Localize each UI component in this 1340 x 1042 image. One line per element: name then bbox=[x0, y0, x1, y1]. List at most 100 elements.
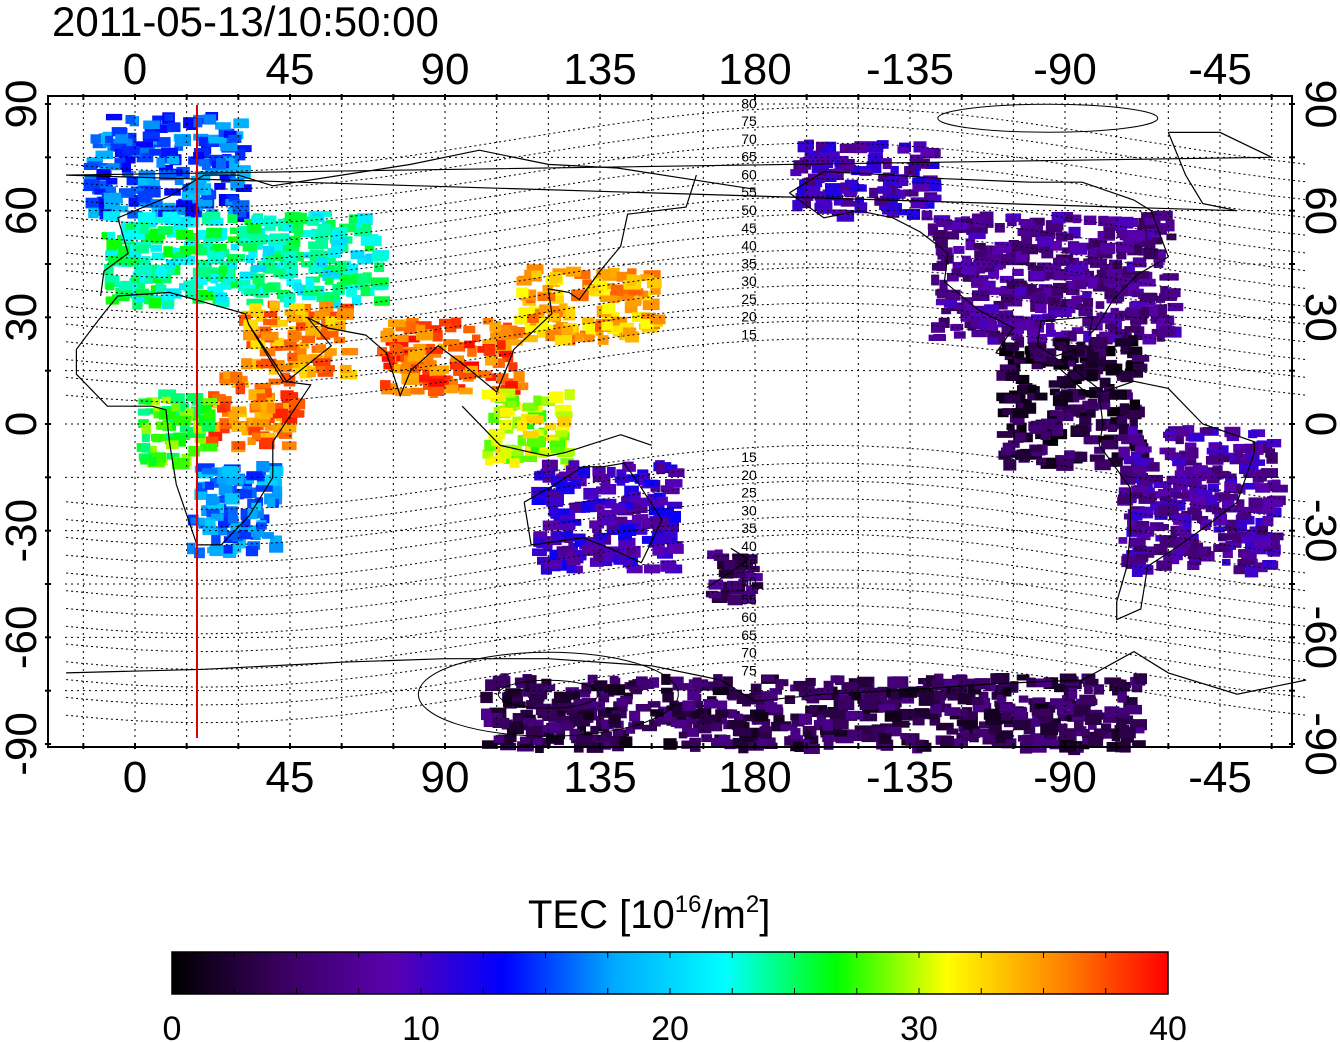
tec-cell bbox=[1252, 443, 1264, 455]
tec-cell bbox=[910, 197, 926, 208]
tec-cell bbox=[223, 130, 237, 138]
tec-cell bbox=[1031, 360, 1043, 370]
tec-cell bbox=[889, 177, 899, 185]
tec-cell bbox=[956, 719, 975, 727]
tec-region bbox=[481, 388, 578, 470]
tec-cell bbox=[306, 216, 320, 226]
tec-cell bbox=[164, 188, 181, 196]
tec-cell bbox=[1169, 514, 1180, 521]
tec-cell bbox=[972, 700, 988, 713]
tec-cell bbox=[616, 469, 627, 479]
tec-cell bbox=[283, 402, 292, 409]
tec-cell bbox=[816, 715, 827, 723]
tec-cell bbox=[1031, 292, 1047, 304]
tec-cell bbox=[1172, 457, 1187, 467]
tec-cell bbox=[322, 210, 332, 217]
tec-cell bbox=[638, 497, 648, 506]
tec-cell bbox=[914, 708, 930, 718]
latitude-tick-label: -60 bbox=[0, 606, 46, 670]
tec-cell bbox=[556, 411, 573, 418]
tec-cell bbox=[270, 408, 289, 419]
tec-cell bbox=[218, 516, 230, 528]
tec-cell bbox=[1159, 326, 1176, 337]
tec-cell bbox=[165, 259, 176, 269]
tec-cell bbox=[1106, 296, 1116, 304]
tec-cell bbox=[325, 316, 336, 326]
tec-cell bbox=[1116, 251, 1127, 260]
tec-cell bbox=[296, 321, 313, 331]
tec-cell bbox=[564, 529, 574, 539]
magnetic-latitude-contour bbox=[66, 515, 1307, 581]
tec-cell bbox=[272, 344, 282, 351]
tec-cell bbox=[233, 209, 247, 218]
tec-cell bbox=[565, 465, 578, 476]
tec-cell bbox=[1132, 466, 1147, 475]
tec-cell bbox=[1107, 407, 1124, 417]
tec-cell bbox=[927, 194, 942, 202]
tec-cell bbox=[1191, 542, 1204, 552]
tec-cell bbox=[845, 710, 864, 720]
tec-cell bbox=[252, 273, 265, 285]
tec-cell bbox=[1115, 216, 1134, 229]
coastline bbox=[461, 405, 652, 457]
tec-cell bbox=[1194, 465, 1208, 475]
tec-cell bbox=[132, 298, 143, 310]
tec-cell bbox=[609, 325, 620, 332]
tec-cell bbox=[536, 690, 548, 700]
tec-cell bbox=[315, 344, 327, 353]
tec-cell bbox=[1068, 360, 1077, 367]
tec-cell bbox=[1014, 351, 1025, 360]
tec-cell bbox=[221, 248, 230, 258]
tec-cell bbox=[269, 233, 288, 245]
tec-cell bbox=[657, 547, 673, 559]
tec-cell bbox=[139, 222, 150, 234]
tec-cell bbox=[574, 466, 591, 479]
tec-cell bbox=[617, 504, 634, 516]
tec-cell bbox=[1049, 739, 1060, 750]
tec-cell bbox=[1237, 559, 1250, 567]
tec-cell bbox=[297, 354, 312, 363]
magnetic-latitude-contour bbox=[66, 178, 1307, 244]
tec-cell bbox=[240, 233, 250, 244]
tec-cell bbox=[971, 697, 984, 705]
tec-cell bbox=[105, 250, 120, 260]
tec-cell bbox=[1115, 291, 1125, 302]
tec-cell bbox=[1046, 329, 1056, 337]
tec-cell bbox=[1093, 728, 1108, 736]
tec-cell bbox=[813, 720, 830, 731]
tec-cell bbox=[118, 281, 133, 291]
magnetic-latitude-contour bbox=[66, 622, 1307, 688]
tec-cell bbox=[691, 701, 703, 709]
tec-cell bbox=[1069, 243, 1087, 255]
tec-cell bbox=[1047, 303, 1063, 311]
tec-cell bbox=[530, 445, 540, 454]
tec-cell bbox=[1074, 427, 1090, 437]
tec-cell bbox=[988, 723, 1002, 734]
magnetic-latitude-contour bbox=[66, 338, 1307, 404]
tec-cell bbox=[663, 738, 677, 750]
tec-cell bbox=[1124, 326, 1140, 333]
tec-cell bbox=[176, 200, 193, 208]
tec-cell bbox=[1150, 501, 1166, 511]
tec-cell bbox=[163, 291, 174, 301]
longitude-tick-label: 180 bbox=[718, 753, 791, 802]
tec-cell bbox=[809, 705, 818, 713]
tec-cell bbox=[710, 722, 723, 732]
tec-cell bbox=[548, 506, 559, 517]
tec-cell bbox=[1060, 391, 1073, 403]
tec-cell bbox=[1253, 562, 1263, 572]
tec-cell bbox=[761, 675, 775, 682]
tec-cell bbox=[554, 335, 573, 346]
tec-cell bbox=[1205, 502, 1220, 513]
tec-cell bbox=[722, 676, 733, 688]
tec-cell bbox=[1018, 219, 1034, 226]
tec-cell bbox=[1160, 286, 1169, 298]
tec-cell bbox=[1163, 551, 1178, 561]
tec-cell bbox=[832, 209, 848, 217]
tec-cell bbox=[476, 370, 493, 378]
tec-cell bbox=[1061, 354, 1079, 363]
tec-cell bbox=[971, 213, 986, 224]
tec-cell bbox=[936, 722, 954, 731]
tec-cell bbox=[657, 718, 666, 725]
tec-cell bbox=[984, 308, 998, 318]
